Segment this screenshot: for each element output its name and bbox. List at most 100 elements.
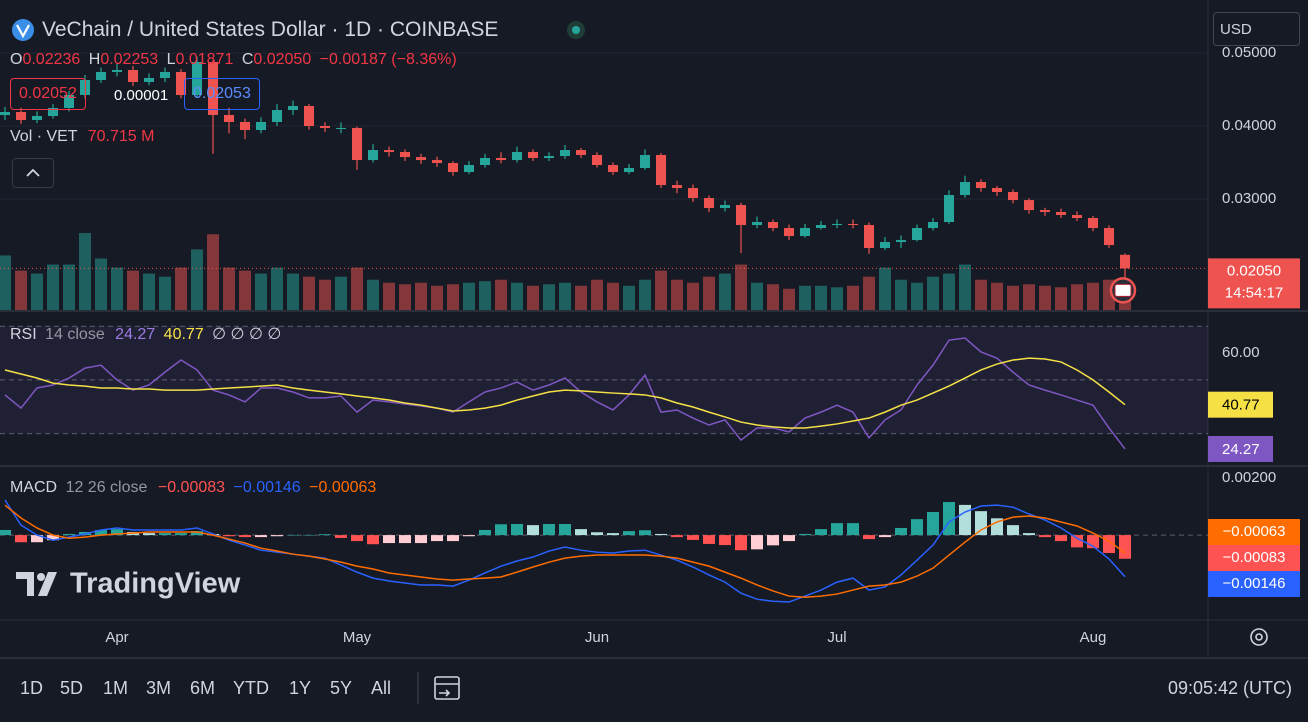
- spread: 0.00001: [114, 87, 169, 104]
- candle-body: [272, 110, 282, 122]
- volume-bar: [543, 284, 555, 310]
- volume-bar: [1071, 284, 1083, 310]
- symbol-icon: [11, 18, 35, 48]
- volume-bar: [847, 285, 859, 310]
- currency-button[interactable]: USD: [1213, 12, 1300, 46]
- volume-bar: [511, 282, 523, 310]
- x-tick-label: Aug: [1080, 629, 1107, 646]
- collapse-button[interactable]: [12, 158, 54, 188]
- histogram-bar: [335, 535, 347, 538]
- candle-body: [752, 222, 762, 226]
- indicator-params: 12 26 close: [65, 479, 148, 496]
- timeframe-button[interactable]: 1Y: [289, 678, 312, 698]
- legend-change: −0.00187 (−8.36%): [319, 51, 457, 68]
- histogram-bar: [271, 535, 283, 537]
- candle-body: [128, 70, 138, 82]
- timeframe-button[interactable]: 3M: [146, 678, 172, 698]
- volume-bar: [463, 282, 475, 310]
- candle-body: [240, 121, 250, 131]
- y-tick-label: 60.00: [1222, 344, 1260, 361]
- volume-bar: [975, 279, 987, 310]
- candle-body: [656, 155, 666, 186]
- ask-box[interactable]: 0.02053: [184, 78, 260, 110]
- settings-icon[interactable]: [1250, 628, 1268, 646]
- volume-bar: [15, 270, 27, 310]
- histogram-bar: [639, 530, 651, 536]
- candle-body: [912, 228, 922, 241]
- candle-body: [320, 126, 330, 128]
- histogram-bar: [1071, 535, 1083, 548]
- candle-body: [96, 71, 106, 81]
- volume-bar: [991, 282, 1003, 310]
- candle-body: [672, 185, 682, 189]
- candle-body: [832, 223, 842, 226]
- rsi-legend: RSI 14 close 24.27 40.77 ∅ ∅ ∅ ∅: [10, 325, 281, 345]
- volume-bar: [815, 285, 827, 310]
- volume-bar: [639, 279, 651, 310]
- timeframe-button[interactable]: 6M: [190, 678, 216, 698]
- histogram-bar: [895, 527, 907, 536]
- volume-bar: [191, 249, 203, 310]
- timeframe-button[interactable]: 5D: [60, 678, 84, 698]
- histogram-bar: [223, 535, 235, 537]
- candle-body: [528, 152, 538, 158]
- volume-bar: [1055, 287, 1067, 310]
- bid-box[interactable]: 0.02052: [10, 78, 86, 110]
- chevron-up: [26, 168, 40, 177]
- histogram-bar: [95, 529, 107, 536]
- timeframe-button[interactable]: YTD: [233, 678, 269, 698]
- volume-bar: [1007, 285, 1019, 310]
- last-price-box: [1208, 258, 1300, 309]
- histogram-bar: [367, 535, 379, 545]
- volume-bar: [111, 267, 123, 310]
- legend-key: H: [88, 51, 101, 68]
- candle-body: [976, 182, 986, 189]
- histogram-bar: [607, 533, 619, 536]
- date-range-icon[interactable]: [434, 676, 460, 700]
- candle-body: [400, 152, 410, 158]
- indicator-params: 14 close: [45, 326, 105, 343]
- candle-body: [208, 61, 218, 115]
- indicator-line: [4, 504, 1126, 598]
- histogram-bar: [575, 529, 587, 536]
- volume-bar: [63, 264, 75, 310]
- histogram-bar: [303, 535, 315, 536]
- calendar-arrow: [439, 689, 451, 697]
- histogram-bar: [863, 535, 875, 540]
- timeframe-button[interactable]: 1M: [103, 678, 129, 698]
- volume-bar: [31, 273, 43, 310]
- candle-body: [1104, 228, 1114, 246]
- histogram-bar: [255, 535, 267, 538]
- candle-body: [944, 195, 954, 223]
- histogram-bar: [47, 535, 59, 541]
- histogram-bar: [767, 535, 779, 546]
- macd-value: −0.00146: [233, 479, 301, 496]
- histogram-axis-label: −0.00083: [1208, 545, 1300, 571]
- logo-part: [37, 573, 45, 581]
- timeframe-button[interactable]: 5Y: [330, 678, 353, 698]
- histogram-bar: [495, 524, 507, 536]
- x-tick-label: Jul: [827, 629, 846, 646]
- indicator-line: [4, 499, 1126, 603]
- volume-key: Vol · VET: [10, 128, 78, 145]
- candle-body: [768, 222, 778, 229]
- candle-body: [304, 106, 314, 127]
- histogram-bar: [31, 535, 43, 543]
- timeframe-button[interactable]: All: [371, 678, 392, 698]
- legend-value: 0.01871: [175, 51, 234, 68]
- volume-bar: [1023, 284, 1035, 310]
- timeframe-button[interactable]: 1D: [20, 678, 44, 698]
- histogram-bar: [975, 511, 987, 536]
- volume-bar: [495, 279, 507, 310]
- rsi-axis-label: 40.77: [1222, 397, 1260, 414]
- rsi-axis-box: [1208, 435, 1273, 462]
- flag-marker-inner: [1114, 283, 1132, 297]
- volume-bar: [319, 279, 331, 310]
- histogram-value: −0.00083: [157, 479, 226, 496]
- vechain-logo: [12, 19, 34, 41]
- candle-body: [64, 94, 74, 108]
- macd-legend: MACD 12 26 close −0.00083 −0.00146 −0.00…: [10, 478, 376, 498]
- candle-body: [288, 106, 298, 111]
- histogram-bar: [383, 535, 395, 544]
- candle-body: [112, 70, 122, 72]
